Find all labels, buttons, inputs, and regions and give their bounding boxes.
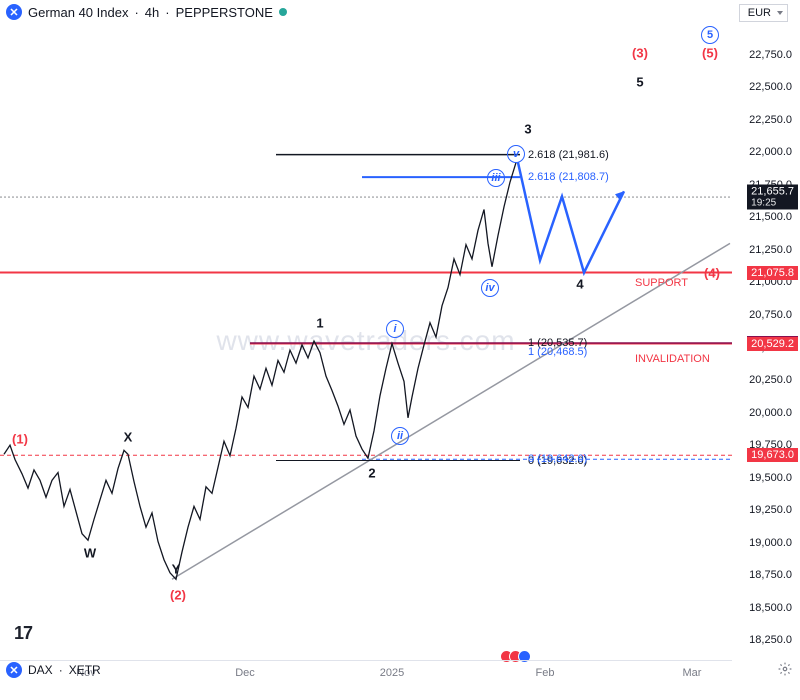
price-label-box: 20,529.2 [747, 337, 798, 351]
price-label-box: 21,655.719:25 [747, 185, 798, 210]
wave-label-red: (2) [170, 587, 186, 602]
dot-sep: · [134, 5, 138, 20]
y-tick: 18,250.0 [749, 634, 792, 646]
circled-wave-label: i [386, 320, 404, 338]
wave-label-black: 1 [316, 315, 323, 330]
y-tick: 22,000.0 [749, 146, 792, 158]
price-label-box: 19,673.0 [747, 448, 798, 462]
fib-label: 0 (19,642.0) [528, 453, 587, 465]
dot-sep: · [165, 5, 169, 20]
y-tick: 19,500.0 [749, 472, 792, 484]
annotation-text: INVALIDATION [635, 353, 710, 365]
price-label-box: 21,075.8 [747, 266, 798, 280]
y-tick: 20,000.0 [749, 407, 792, 419]
interval: 4h [145, 5, 159, 20]
y-tick: 18,750.0 [749, 569, 792, 581]
y-tick: 20,750.0 [749, 309, 792, 321]
close-icon[interactable]: ✕ [6, 662, 22, 678]
exchange: XETR [69, 663, 101, 677]
fib-label: 1 (20,468.5) [528, 346, 587, 358]
y-tick: 18,500.0 [749, 602, 792, 614]
fib-label: 2.618 (21,808.7) [528, 171, 609, 183]
wave-label-black: 5 [636, 74, 643, 89]
tradingview-logo-icon: 17 [14, 623, 32, 644]
circled-wave-label: ii [391, 427, 409, 445]
circled-wave-label: iv [481, 279, 499, 297]
plot-area[interactable]: www.wavetraders.com (1)(2)(3)(4)(5)WXY12… [0, 22, 732, 660]
circled-wave-label: 5 [701, 26, 719, 44]
y-axis: 18,250.0 18,500.0 18,750.0 19,000.0 19,250.0… [732, 22, 800, 660]
wave-label-red: (4) [704, 265, 720, 280]
subheader: ✕ DAX · XETR [6, 662, 101, 678]
x-tick: Feb [536, 667, 555, 679]
circled-wave-label: iii [487, 169, 505, 187]
y-tick: 19,000.0 [749, 537, 792, 549]
y-tick: 20,250.0 [749, 374, 792, 386]
y-tick: 21,250.0 [749, 244, 792, 256]
y-tick: 22,750.0 [749, 49, 792, 61]
x-tick: Dec [235, 667, 255, 679]
x-axis: NovDec2025FebMar [0, 660, 732, 700]
wave-label-red: (5) [702, 46, 718, 61]
provider: PEPPERSTONE [176, 5, 273, 20]
circled-wave-label: v [507, 145, 525, 163]
y-tick: 22,500.0 [749, 81, 792, 93]
gear-icon[interactable] [778, 662, 792, 676]
y-tick: 19,250.0 [749, 504, 792, 516]
x-tick: 2025 [380, 667, 404, 679]
dot-sep: · [59, 663, 63, 677]
y-tick: 21,500.0 [749, 211, 792, 223]
y-tick: 22,250.0 [749, 114, 792, 126]
wave-label-black: 2 [368, 465, 375, 480]
chart-svg [0, 22, 732, 660]
wave-label-black: Y [172, 561, 181, 576]
fib-label: 2.618 (21,981.6) [528, 149, 609, 161]
annotation-text: SUPPORT [635, 277, 688, 289]
symbol-name: German 40 Index [28, 5, 128, 20]
status-dot-icon [279, 8, 287, 16]
wave-label-black: W [84, 546, 96, 561]
ticker: DAX [28, 663, 53, 677]
wave-label-black: 4 [576, 276, 583, 291]
wave-label-red: (3) [632, 46, 648, 61]
wave-label-black: 3 [524, 121, 531, 136]
close-icon[interactable]: ✕ [6, 4, 22, 20]
currency-selector[interactable]: EUR [739, 4, 788, 22]
x-tick: Mar [683, 667, 702, 679]
wave-label-red: (1) [12, 431, 28, 446]
wave-label-black: X [124, 429, 133, 444]
chart-header: ✕ German 40 Index · 4h · PEPPERSTONE [6, 4, 287, 20]
